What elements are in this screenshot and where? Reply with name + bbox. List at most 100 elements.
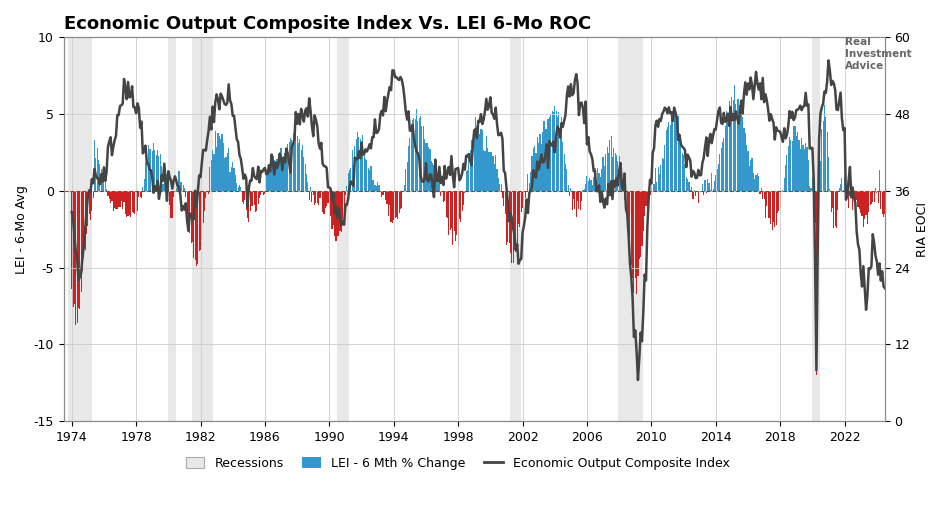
Bar <box>581 191 582 201</box>
Bar <box>672 114 673 191</box>
Bar <box>726 111 727 191</box>
Bar <box>448 191 449 235</box>
Bar <box>762 191 764 199</box>
Bar <box>85 191 86 250</box>
Bar <box>850 191 851 195</box>
Bar <box>745 133 746 191</box>
Bar <box>420 116 421 191</box>
Bar <box>245 191 246 210</box>
Bar <box>735 104 736 191</box>
Bar <box>650 187 652 191</box>
Bar <box>813 37 820 421</box>
Bar <box>130 191 131 217</box>
Bar <box>777 191 778 213</box>
Bar <box>426 143 427 191</box>
Bar <box>401 191 402 209</box>
Bar <box>521 191 522 212</box>
Bar <box>710 190 711 191</box>
Bar <box>384 191 385 192</box>
Bar <box>338 191 339 235</box>
Bar <box>541 144 542 191</box>
Bar <box>165 187 166 191</box>
Bar <box>102 173 103 191</box>
Bar <box>503 191 504 206</box>
Bar <box>786 155 787 191</box>
Bar <box>273 156 274 191</box>
Bar <box>462 191 463 211</box>
Bar <box>802 145 803 191</box>
Y-axis label: RIA EOCI: RIA EOCI <box>916 202 929 257</box>
Bar <box>822 121 824 191</box>
Bar <box>496 155 497 191</box>
Bar <box>275 167 277 191</box>
Bar <box>627 191 628 217</box>
Bar <box>690 190 691 191</box>
Bar <box>611 136 612 191</box>
Bar <box>828 157 829 191</box>
Bar <box>743 128 745 191</box>
Bar <box>408 146 409 191</box>
Bar <box>741 112 742 191</box>
Bar <box>172 191 173 218</box>
Bar <box>270 172 271 191</box>
Bar <box>264 191 265 194</box>
Bar <box>435 170 436 191</box>
Bar <box>848 191 850 208</box>
Bar <box>455 191 456 241</box>
Bar <box>537 137 538 191</box>
Bar <box>258 191 259 204</box>
Bar <box>440 191 441 196</box>
Bar <box>133 191 134 213</box>
Bar <box>231 167 232 191</box>
Bar <box>395 191 396 219</box>
Bar <box>872 191 873 202</box>
Bar <box>834 191 835 225</box>
Bar <box>516 191 517 245</box>
Bar <box>302 145 303 191</box>
Bar <box>146 163 147 191</box>
Bar <box>99 164 100 191</box>
Bar <box>843 190 844 191</box>
Bar <box>592 185 593 191</box>
Bar <box>589 178 590 191</box>
Bar <box>789 137 790 191</box>
Bar <box>71 191 73 289</box>
Bar <box>730 107 731 191</box>
Bar <box>494 164 495 191</box>
Bar <box>351 150 353 191</box>
Bar <box>853 191 854 194</box>
Bar <box>291 140 293 191</box>
Bar <box>576 191 577 216</box>
Bar <box>443 191 444 202</box>
Bar <box>193 37 212 421</box>
Bar <box>308 182 309 191</box>
Bar <box>398 191 399 213</box>
Bar <box>841 178 842 191</box>
Bar <box>565 163 566 191</box>
Bar <box>749 166 750 191</box>
Bar <box>871 191 872 204</box>
Bar <box>333 191 334 225</box>
Bar <box>800 149 801 191</box>
Bar <box>572 191 573 210</box>
Bar <box>321 191 322 192</box>
Bar <box>528 174 529 191</box>
Bar <box>601 169 602 191</box>
Bar <box>340 191 341 231</box>
Bar <box>445 191 446 201</box>
Bar <box>212 150 213 191</box>
Bar <box>105 179 106 191</box>
Bar <box>265 175 267 191</box>
Bar <box>604 166 605 191</box>
Bar <box>863 191 864 227</box>
Bar <box>697 191 698 192</box>
Bar <box>181 182 182 191</box>
Bar <box>633 191 634 293</box>
Bar <box>634 191 636 278</box>
Bar <box>353 165 354 191</box>
Bar <box>410 138 411 191</box>
Bar <box>799 140 800 191</box>
Bar <box>570 189 571 191</box>
Bar <box>542 132 543 191</box>
Bar <box>198 191 200 251</box>
